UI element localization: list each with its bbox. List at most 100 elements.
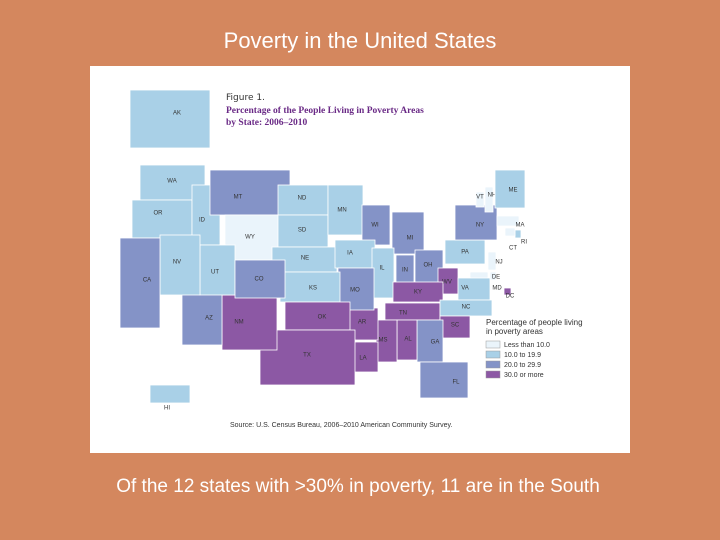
state [494,169,526,209]
state-label: PA [461,250,469,256]
state [234,259,286,299]
state-label: KY [414,290,422,296]
legend-title: in poverty areas [486,327,543,336]
state [375,319,398,363]
state-label: OR [154,211,164,217]
state-label: DE [492,275,500,281]
state-label: MA [516,223,525,229]
state [361,204,391,246]
state-label: MI [407,236,414,242]
state [504,227,516,237]
figure-label: Figure 1. [226,93,265,103]
state [444,239,486,265]
state-label: WY [245,235,255,241]
state-label: KS [309,286,317,292]
state [119,237,161,329]
state-label: ND [298,196,307,202]
state-label: MS [379,338,388,344]
legend-swatch [485,340,501,349]
state [419,361,469,399]
state-label: WI [371,223,379,229]
state [131,199,193,239]
legend-label: 10.0 to 19.9 [504,352,541,359]
state-label: OK [318,315,327,321]
state-label: MD [492,286,502,292]
source-note: Source: U.S. Census Bureau, 2006–2010 Am… [230,422,452,429]
state-label: LA [359,356,366,362]
state [496,215,520,227]
state-label: SD [298,228,307,234]
state-label: NJ [495,260,502,266]
legend-swatch [485,350,501,359]
state [209,169,291,216]
state-label: HI [164,406,170,412]
state-label: MO [350,288,360,294]
state [277,184,329,216]
legend: Less than 10.0 10.0 to 19.9 20.0 to 29.9 30… [485,340,550,379]
state [334,239,376,269]
state [279,271,341,303]
state-label: WA [167,179,176,185]
state-label: ID [199,218,206,224]
state-label: IN [402,268,408,274]
state [392,281,444,303]
state-label: AK [173,111,181,117]
state [484,186,494,213]
figure-title: by State: 2006–2010 [226,118,308,128]
state [371,247,395,299]
state-label: RI [521,240,527,246]
state [384,302,441,321]
state-label: OH [424,263,433,269]
state-label: NM [234,320,243,326]
state-label: CO [255,277,264,283]
state-label: NH [488,193,497,199]
state-label: TX [303,353,311,359]
state-label: VA [461,286,469,292]
slide-title: Poverty in the United States [224,28,497,53]
state [487,251,497,271]
slide-caption: Of the 12 states with >30% in poverty, 1… [116,476,600,497]
state [514,229,522,239]
legend-label: Less than 10.0 [504,342,550,349]
state-label: UT [211,270,219,276]
state-label: GA [431,340,440,346]
state-label: MN [337,208,346,214]
state-label: NV [173,260,181,266]
state [503,287,512,296]
state [149,384,191,404]
state-label: NE [301,256,309,262]
state-label: VT [476,195,484,201]
state-label: IA [347,251,353,257]
state-label: ME [509,188,518,194]
state [199,244,236,296]
state [327,184,364,236]
legend-title: Percentage of people living [486,318,583,327]
state [284,301,351,331]
state-label: MT [234,195,243,201]
state-label: SC [451,323,460,329]
legend-swatch [485,370,501,379]
legend-label: 20.0 to 29.9 [504,362,541,369]
map: AK WA OR ID MT WY ND SD NE MN WI MI IA IL IN OH PA NY VT NH… [119,89,527,412]
state [416,319,444,363]
state-label: NY [476,223,484,229]
state-label: AR [358,320,367,326]
state [221,294,278,351]
state-label: AZ [205,316,213,322]
legend-swatch [485,360,501,369]
state [277,214,329,248]
state [391,211,425,255]
state-label: CA [143,278,151,284]
state [129,89,211,149]
state [489,271,497,281]
state-label: NC [462,305,471,311]
state-label: WV [442,280,452,286]
state-label: AL [404,337,412,343]
state [475,191,485,208]
figure-title: Percentage of the People Living in Pover… [226,106,424,116]
state-label: IL [379,266,385,272]
state [159,234,201,296]
legend-label: 30.0 or more [504,372,544,379]
